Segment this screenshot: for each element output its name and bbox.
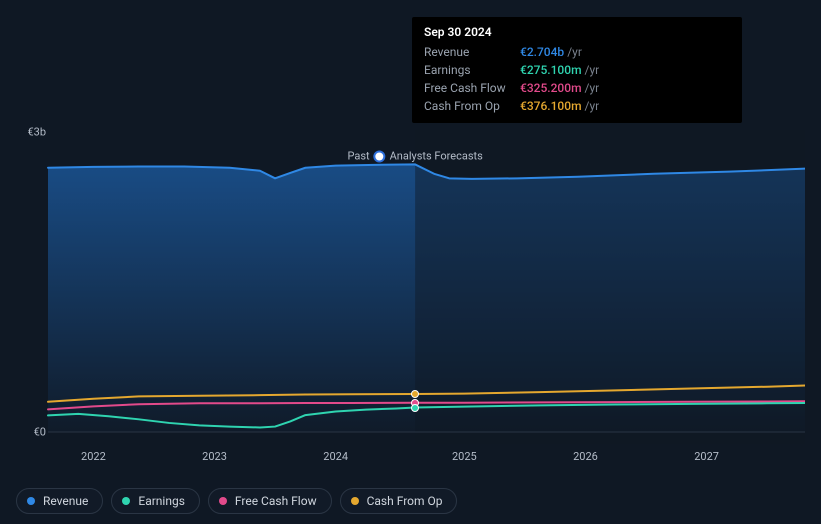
past-label: Past <box>347 150 369 163</box>
legend-swatch-icon <box>219 497 227 505</box>
y-axis-tick: €3b <box>27 126 46 139</box>
legend-item-earnings[interactable]: Earnings <box>111 488 200 514</box>
tooltip-row-unit: /yr <box>567 43 582 61</box>
legend-item-label: Cash From Op <box>367 494 443 508</box>
tooltip-row-value: €325.200m <box>520 79 582 97</box>
tooltip-row-unit: /yr <box>585 79 600 97</box>
legend-item-revenue[interactable]: Revenue <box>16 488 103 514</box>
legend-item-label: Free Cash Flow <box>235 494 317 508</box>
tooltip-row: Free Cash Flow€325.200m/yr <box>424 79 730 97</box>
x-axis-tick: 2026 <box>573 450 598 463</box>
chart-legend: Revenue Earnings Free Cash Flow Cash From O… <box>16 488 457 514</box>
tooltip-row-label: Free Cash Flow <box>424 79 520 97</box>
future-label: Analysts Forecasts <box>390 150 483 163</box>
cash_op-marker-icon <box>411 390 419 398</box>
legend-item-cash_op[interactable]: Cash From Op <box>340 488 458 514</box>
legend-swatch-icon <box>27 497 35 505</box>
legend-swatch-icon <box>351 497 359 505</box>
tooltip-row-label: Cash From Op <box>424 97 520 115</box>
divider-dot-icon <box>374 150 386 162</box>
y-axis-tick: €0 <box>34 426 46 439</box>
legend-swatch-icon <box>122 497 130 505</box>
tooltip-date: Sep 30 2024 <box>424 25 730 39</box>
past-future-divider-label: Past Analysts Forecasts <box>347 150 482 163</box>
tooltip-row-label: Revenue <box>424 43 520 61</box>
x-axis-tick: 2025 <box>452 450 477 463</box>
tooltip-row-unit: /yr <box>585 97 600 115</box>
tooltip-row-unit: /yr <box>585 61 600 79</box>
chart-tooltip: Sep 30 2024 Revenue€2.704b/yrEarnings€27… <box>412 17 742 123</box>
x-axis-tick: 2027 <box>694 450 719 463</box>
tooltip-row: Revenue€2.704b/yr <box>424 43 730 61</box>
x-axis-tick: 2024 <box>323 450 348 463</box>
tooltip-row-value: €376.100m <box>520 97 582 115</box>
tooltip-row-label: Earnings <box>424 61 520 79</box>
earnings-marker-icon <box>411 404 419 412</box>
tooltip-row-value: €2.704b <box>520 43 564 61</box>
x-axis-tick: 2023 <box>202 450 227 463</box>
legend-item-label: Revenue <box>43 494 88 508</box>
tooltip-row: Cash From Op€376.100m/yr <box>424 97 730 115</box>
x-axis-tick: 2022 <box>81 450 106 463</box>
legend-item-label: Earnings <box>138 494 185 508</box>
tooltip-row-value: €275.100m <box>520 61 582 79</box>
legend-item-fcf[interactable]: Free Cash Flow <box>208 488 332 514</box>
tooltip-row: Earnings€275.100m/yr <box>424 61 730 79</box>
